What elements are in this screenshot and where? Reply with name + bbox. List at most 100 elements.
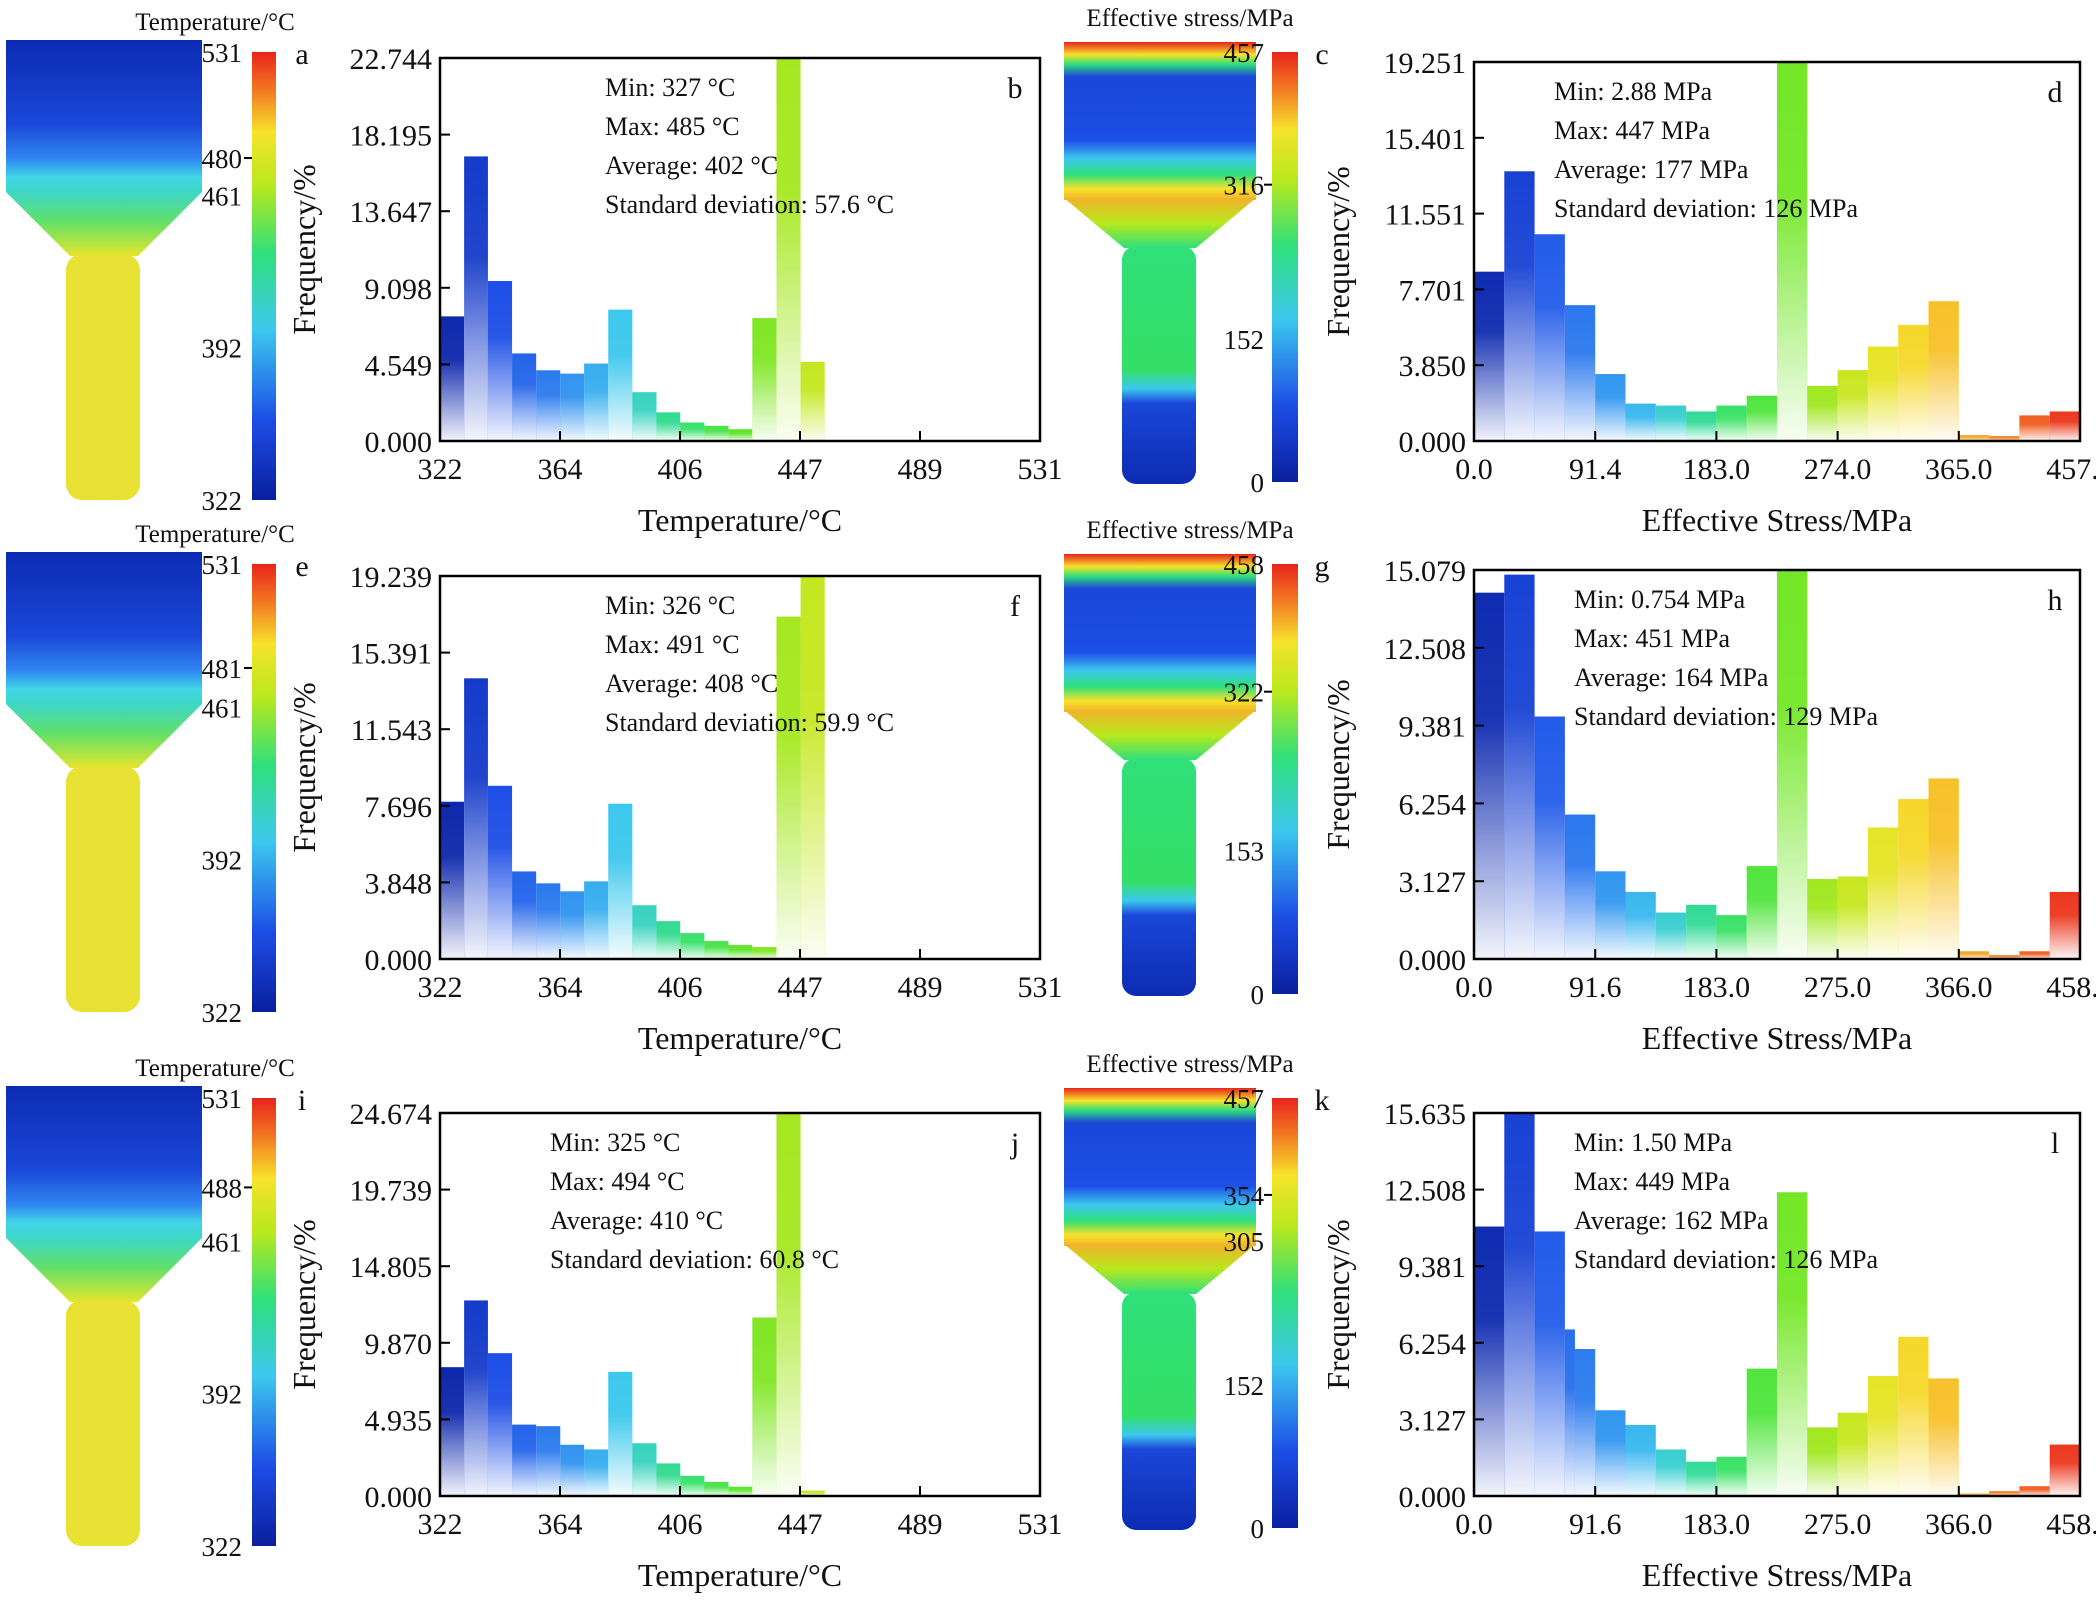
- histogram-bar-fade: [1655, 1449, 1687, 1496]
- colorbar-title: Temperature/°C: [135, 521, 295, 548]
- x-tick-label: 406: [658, 971, 703, 1004]
- colorbar: [252, 1098, 276, 1546]
- stat-line: Standard deviation: 126 MPa: [1574, 1245, 1878, 1274]
- y-tick-label: 6.254: [1399, 788, 1467, 821]
- histogram-panel-j: 0.000 4.935 9.870 14.805 19.739 24.674 322 364 4…: [286, 1098, 1063, 1593]
- stat-line: Max: 447 MPa: [1554, 116, 1710, 145]
- histogram-bar-fade: [776, 616, 801, 959]
- panel-letter: h: [2048, 584, 2063, 617]
- colorbar-title: Effective stress/MPa: [1086, 5, 1293, 32]
- y-axis-label: Frequency/%: [1320, 166, 1356, 337]
- panel-letter: e: [295, 550, 308, 583]
- histogram-bar-fade: [1928, 301, 1959, 441]
- y-tick-label: 3.850: [1399, 350, 1467, 383]
- x-axis-label: Temperature/°C: [638, 502, 842, 538]
- x-tick-label: 457.0: [2046, 453, 2096, 486]
- stat-line: Min: 325 °C: [550, 1128, 680, 1157]
- y-tick-label: 9.381: [1399, 711, 1467, 744]
- colorbar-label: 458: [1224, 550, 1265, 580]
- panel-letter: d: [2048, 76, 2063, 109]
- y-tick-label: 3.848: [365, 867, 433, 900]
- colorbar: [1272, 564, 1298, 994]
- x-tick-label: 531: [1018, 971, 1063, 1004]
- histogram-bar-fade: [536, 1426, 561, 1496]
- y-tick-label: 4.549: [365, 349, 433, 382]
- stat-line: Standard deviation: 126 MPa: [1554, 194, 1858, 223]
- x-tick-label: 0.0: [1455, 971, 1493, 1004]
- plot-frame: [438, 56, 1042, 443]
- colorbar-label: 152: [1224, 1371, 1265, 1401]
- stat-line: Standard deviation: 59.9 °C: [605, 708, 894, 737]
- histogram-bar-fade: [1716, 405, 1747, 441]
- y-axis-label: Frequency/%: [286, 164, 322, 335]
- y-tick-label: 9.870: [365, 1328, 433, 1361]
- histogram-bar-fade: [1574, 1349, 1596, 1496]
- specimen-head: [1064, 554, 1256, 712]
- y-tick-label: 0.000: [1399, 944, 1467, 977]
- colorbar-label: 480: [202, 144, 243, 174]
- x-axis-label: Temperature/°C: [638, 1020, 842, 1056]
- histogram-bar-fade: [1625, 891, 1656, 959]
- histogram-bar-fade: [608, 803, 633, 959]
- colorbar-label: 354: [1224, 1181, 1265, 1211]
- histogram-bar-fade: [680, 1475, 705, 1496]
- y-tick-label: 15.079: [1384, 555, 1467, 588]
- histogram-bar-fade: [1504, 574, 1535, 959]
- x-tick-label: 366.0: [1925, 971, 1993, 1004]
- stat-line: Min: 1.50 MPa: [1574, 1128, 1733, 1157]
- y-tick-label: 12.508: [1384, 633, 1467, 666]
- histogram-bar-fade: [752, 1317, 777, 1496]
- x-tick-label: 183.0: [1683, 1508, 1751, 1541]
- x-tick-label: 458.0: [2046, 1508, 2096, 1541]
- histogram-bar-fade: [487, 785, 513, 959]
- histogram-bar-fade: [440, 316, 465, 441]
- x-axis-label: Effective Stress/MPa: [1642, 1557, 1912, 1593]
- histogram-bar-fade: [1928, 1378, 1959, 1496]
- y-tick-label: 9.098: [365, 273, 433, 306]
- histogram-bar-fade: [1686, 904, 1717, 959]
- histogram-bar-fade: [1807, 879, 1838, 959]
- histogram-bar-fade: [1989, 1491, 2020, 1496]
- histogram-bar-fade: [704, 1482, 729, 1496]
- histogram-bar-fade: [1867, 346, 1899, 441]
- stat-line: Average: 408 °C: [605, 669, 778, 698]
- y-tick-label: 15.391: [350, 638, 433, 671]
- histogram-bar-fade: [1777, 570, 1808, 959]
- histogram-bar-fade: [2049, 411, 2080, 441]
- histogram-bar-fade: [1867, 1375, 1899, 1496]
- colorbar-title: Effective stress/MPa: [1086, 1051, 1293, 1078]
- colorbar-label: 392: [202, 334, 243, 364]
- contour-panel-k: 457 354 305 152 0 Effective stress/MPa k: [1064, 1051, 1330, 1544]
- specimen-head: [1064, 42, 1256, 200]
- contour-panel-g: 458 322 153 0 Effective stress/MPa g: [1064, 517, 1330, 1010]
- specimen-neck: [6, 704, 202, 768]
- histogram-bar-fade: [1625, 403, 1656, 441]
- y-tick-label: 15.635: [1384, 1098, 1467, 1131]
- x-tick-label: 489: [898, 1508, 943, 1541]
- x-tick-label: 489: [898, 453, 943, 486]
- colorbar-label: 531: [202, 550, 243, 580]
- histogram-bar-fade: [1595, 1410, 1626, 1496]
- histogram-bar-fade: [1534, 234, 1565, 441]
- histogram-bar-fade: [656, 921, 681, 959]
- stat-line: Min: 327 °C: [605, 73, 735, 102]
- histogram-bar-fade: [1474, 1226, 1505, 1496]
- histogram-panel-f: 0.000 3.848 7.696 11.543 15.391 19.239 322 364 4…: [286, 561, 1063, 1056]
- x-tick-label: 274.0: [1804, 453, 1872, 486]
- histogram-bar-fade: [2019, 415, 2050, 441]
- x-axis-label: Effective Stress/MPa: [1642, 502, 1912, 538]
- y-tick-label: 4.935: [365, 1404, 433, 1437]
- histogram-bar-fade: [1474, 592, 1505, 959]
- x-tick-label: 91.4: [1569, 453, 1622, 486]
- y-tick-label: 13.647: [350, 196, 433, 229]
- histogram-bar-fade: [776, 58, 801, 442]
- colorbar: [252, 52, 276, 500]
- colorbar-label: 0: [1251, 468, 1265, 498]
- x-tick-label: 275.0: [1804, 971, 1872, 1004]
- x-tick-label: 183.0: [1683, 971, 1751, 1004]
- x-tick-label: 365.0: [1925, 453, 1993, 486]
- specimen-stem: [1122, 758, 1196, 996]
- histogram-bar-fade: [584, 1449, 609, 1496]
- plot-frame: [438, 1111, 1042, 1498]
